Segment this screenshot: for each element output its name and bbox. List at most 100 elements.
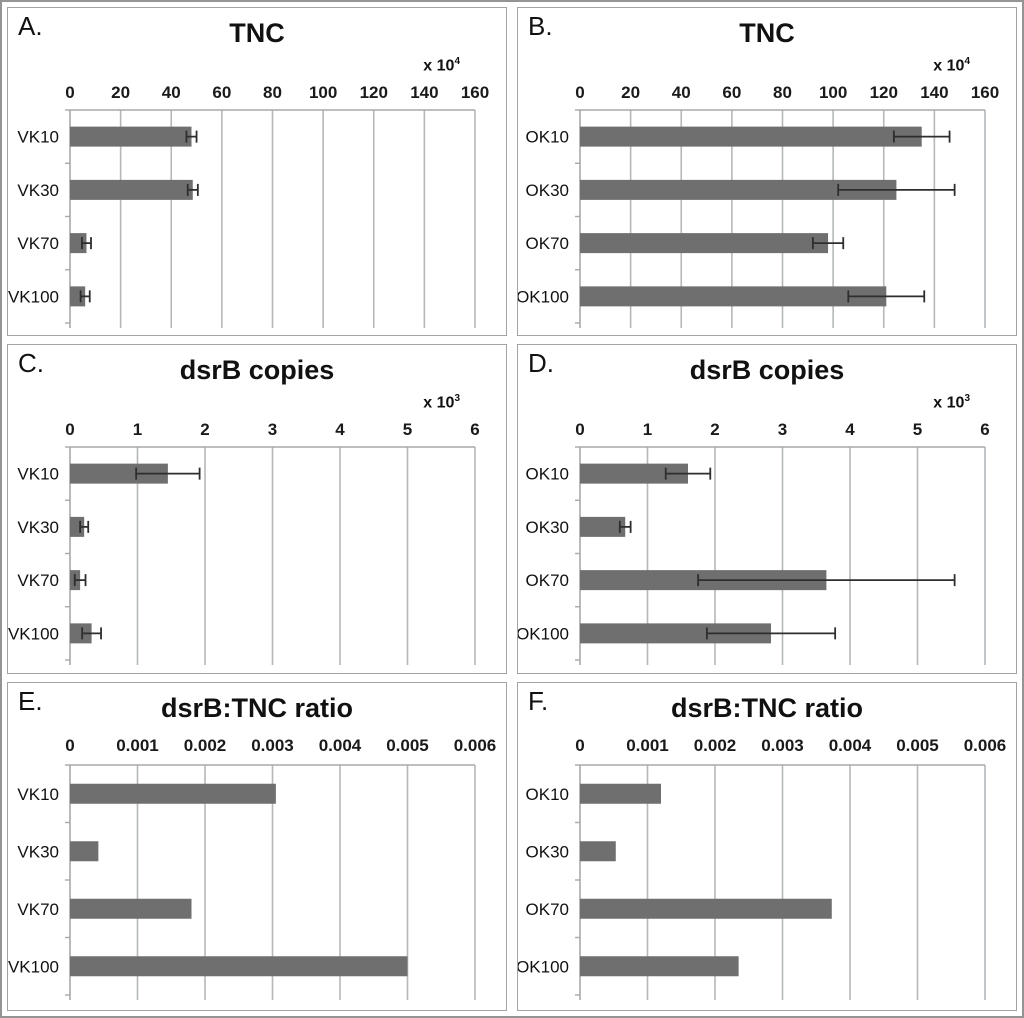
x-axis-tick-label: 0 <box>65 736 74 755</box>
chart-title: dsrB copies <box>689 355 845 386</box>
x-axis-tick-label: 0 <box>575 83 584 102</box>
x-axis-tick-label: 1 <box>643 420 652 439</box>
panel-header: C. dsrB copies <box>8 345 506 393</box>
scale-exponent: 3 <box>964 393 970 405</box>
category-label: VK70 <box>17 234 59 253</box>
scale-exponent: 4 <box>454 56 460 67</box>
x-axis-tick-label: 6 <box>470 420 479 439</box>
bar-vk10 <box>70 463 168 484</box>
bar-ok10 <box>580 783 661 804</box>
category-label: OK10 <box>526 465 569 484</box>
x-axis-tick-label: 60 <box>722 83 741 102</box>
bar-chart: 0 0.001 0.002 0.003 0.004 0.005 0.006 OK10 OK30 O… <box>518 736 1007 1000</box>
category-label: VK30 <box>17 518 59 537</box>
panel-letter-label: F. <box>528 685 549 716</box>
bar-vk100 <box>70 623 92 644</box>
x-axis-tick-label: 0.001 <box>626 736 669 755</box>
scale-exponent: 4 <box>964 56 970 67</box>
chart-title: TNC <box>739 18 795 48</box>
category-label: OK10 <box>526 128 569 147</box>
x-axis-tick-label: 3 <box>268 420 277 439</box>
x-axis-tick-label: 0.005 <box>386 736 429 755</box>
category-label: OK70 <box>526 234 569 253</box>
panel-header: F. dsrB:TNC ratio <box>518 683 1016 731</box>
bar-vk30 <box>70 179 193 200</box>
category-label: VK30 <box>17 181 59 200</box>
category-label: OK100 <box>518 957 569 976</box>
x-axis-tick-label: 0 <box>575 420 584 439</box>
x-axis-tick-label: 0.006 <box>454 736 497 755</box>
bar-ok100 <box>580 286 887 307</box>
x-axis-tick-label: 0.006 <box>964 736 1007 755</box>
category-label: VK100 <box>8 287 59 306</box>
x-axis-tick-label: 0.003 <box>251 736 294 755</box>
category-label: OK100 <box>518 287 569 306</box>
scale-base: x 10 <box>423 394 455 412</box>
axis-scale-label: x 104 <box>8 56 506 80</box>
panel-b-tnc-ok: B. TNC x 104 0 20 40 60 80 100 120 140 160 OK10 OK… <box>517 7 1017 337</box>
scale-base: x 10 <box>933 394 965 412</box>
scale-base: x 10 <box>933 57 965 75</box>
x-axis-tick-label: 0.004 <box>319 736 362 755</box>
x-axis-tick-label: 80 <box>263 83 282 102</box>
panel-header: A. TNC <box>8 8 506 56</box>
x-axis-tick-label: 0.004 <box>829 736 872 755</box>
bar-ok30 <box>580 517 626 538</box>
category-label: OK30 <box>526 842 569 861</box>
category-label: OK70 <box>526 899 569 918</box>
panel-header: B. TNC <box>518 8 1016 56</box>
category-label: OK30 <box>526 181 569 200</box>
scale-base: x 10 <box>423 57 455 75</box>
x-axis-tick-label: 3 <box>778 420 787 439</box>
x-axis-tick-label: 0 <box>575 736 584 755</box>
x-axis-tick-label: 5 <box>403 420 412 439</box>
x-axis-tick-label: 140 <box>410 83 438 102</box>
bar-chart: 0 20 40 60 80 100 120 140 160 OK10 OK30 OK70 OK100 <box>518 83 999 328</box>
bar-ok30 <box>580 179 897 200</box>
x-axis-tick-label: 2 <box>200 420 209 439</box>
bar-vk10 <box>70 126 192 147</box>
chart-title: dsrB:TNC ratio <box>670 692 863 723</box>
chart-title: dsrB:TNC ratio <box>160 692 353 723</box>
panel-e-ratio-vk: E. dsrB:TNC ratio 0 0.001 0.002 0.003 0.004 0… <box>7 681 507 1011</box>
bar-vk30 <box>70 840 99 861</box>
panel-letter-label: E. <box>18 685 43 716</box>
x-axis-tick-label: 60 <box>212 83 231 102</box>
x-axis-tick-label: 120 <box>870 83 898 102</box>
category-label: OK10 <box>526 784 569 803</box>
category-label: OK100 <box>518 625 569 644</box>
category-label: OK30 <box>526 518 569 537</box>
bar-ok100 <box>580 623 772 644</box>
chart-title: dsrB copies <box>179 355 335 386</box>
panel-header: E. dsrB:TNC ratio <box>8 683 506 731</box>
x-axis-tick-label: 120 <box>360 83 388 102</box>
category-label: VK10 <box>17 128 59 147</box>
axis-scale-label: x 103 <box>8 393 506 417</box>
x-axis-tick-label: 100 <box>309 83 337 102</box>
axis-scale-label: x 104 <box>518 56 1016 80</box>
bar-vk100 <box>70 955 408 976</box>
bar-chart: 0 0.001 0.002 0.003 0.004 0.005 0.006 VK10 VK30 V… <box>8 736 497 1000</box>
panel-header: D. dsrB copies <box>518 345 1016 393</box>
bar-ok10 <box>580 463 688 484</box>
category-label: VK10 <box>17 465 59 484</box>
panel-letter-label: C. <box>18 348 44 379</box>
bar-ok30 <box>580 840 616 861</box>
category-label: VK100 <box>8 625 59 644</box>
x-axis-tick-label: 0.002 <box>184 736 227 755</box>
x-axis-tick-label: 40 <box>672 83 691 102</box>
category-label: VK70 <box>17 571 59 590</box>
panel-f-ratio-ok: F. dsrB:TNC ratio 0 0.001 0.002 0.003 0.004 0… <box>517 681 1017 1011</box>
x-axis-tick-label: 0.001 <box>116 736 159 755</box>
bar-ok10 <box>580 126 922 147</box>
axis-scale-label: x 103 <box>518 393 1016 417</box>
bar-chart: 0 20 40 60 80 100 120 140 160 VK10 VK30 VK70 VK100 <box>8 83 489 328</box>
bar-ok100 <box>580 955 739 976</box>
category-label: VK10 <box>17 784 59 803</box>
x-axis-tick-label: 0.002 <box>694 736 737 755</box>
x-axis-tick-label: 1 <box>133 420 142 439</box>
category-label: OK70 <box>526 571 569 590</box>
x-axis-tick-label: 20 <box>621 83 640 102</box>
category-label: VK30 <box>17 842 59 861</box>
bar-ok70 <box>580 898 832 919</box>
